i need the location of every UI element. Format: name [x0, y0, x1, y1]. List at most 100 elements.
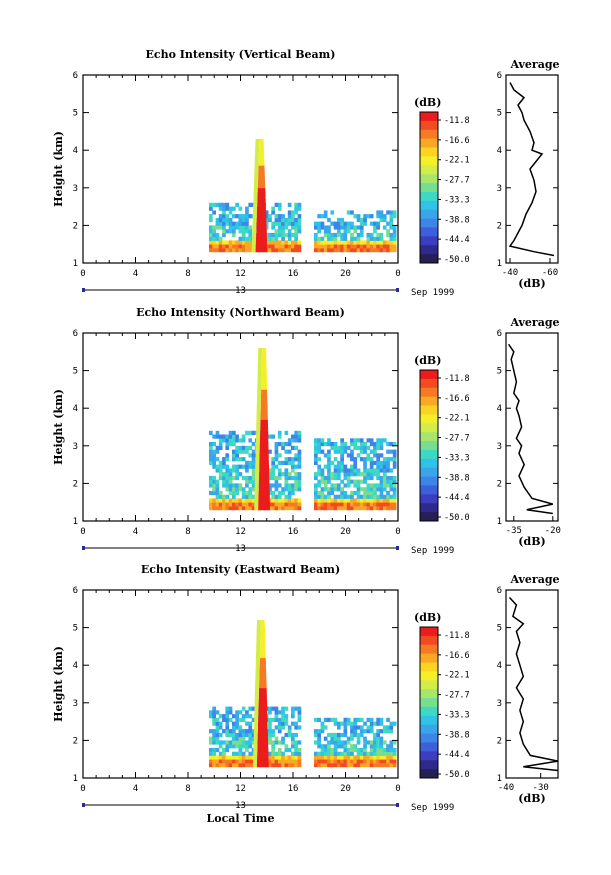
- heatmap-cell: [297, 487, 302, 492]
- heatmap-cell: [215, 232, 220, 238]
- spike-cell: [258, 479, 270, 484]
- heatmap-cell: [366, 487, 371, 492]
- heatmap-cell: [294, 232, 298, 238]
- heatmap-cell: [323, 475, 328, 481]
- average-profile-line: [508, 82, 555, 257]
- heatmap-cell: [379, 487, 384, 492]
- heatmap-cell: [268, 717, 272, 722]
- colorbar-segment: [420, 653, 438, 663]
- heatmap-cell: [297, 244, 302, 249]
- heatmap-cell: [238, 457, 243, 462]
- heatmap-cell: [235, 744, 239, 749]
- heatmap-cell: [363, 490, 367, 496]
- colorbar-segment: [420, 724, 438, 734]
- heatmap-cell: [297, 240, 302, 245]
- spike-edge-cell: [257, 366, 262, 371]
- heatmap-cell: [241, 434, 246, 439]
- heatmap-cell: [277, 434, 282, 439]
- heatmap-cell: [346, 494, 351, 499]
- heatmap-cell: [340, 232, 344, 238]
- heatmap-cell: [225, 217, 230, 223]
- heatmap-cell: [327, 472, 331, 477]
- heatmap-cell: [215, 217, 220, 223]
- heatmap-cell: [291, 502, 295, 507]
- heatmap-cell: [346, 475, 351, 481]
- heatmap-cell: [287, 729, 292, 734]
- spike-edge-cell: [255, 142, 260, 147]
- heatmap-cell: [291, 487, 295, 492]
- heatmap-cell: [251, 494, 256, 499]
- heatmap-cell: [340, 479, 344, 484]
- day-bar-end: [396, 546, 399, 550]
- heatmap-cell: [373, 240, 377, 245]
- heatmap-cell: [333, 747, 338, 753]
- heatmap-cell: [382, 475, 387, 481]
- spike-cell: [258, 154, 265, 159]
- spike-cell: [260, 419, 268, 424]
- heatmap-cell: [222, 464, 226, 469]
- heatmap-cell: [376, 445, 380, 450]
- spike-cell: [257, 195, 266, 200]
- colorbar-segment: [420, 112, 438, 122]
- spike-cell: [260, 427, 269, 432]
- average-x-label: (dB): [518, 535, 545, 548]
- heatmap-cell: [340, 759, 344, 764]
- average-y-tick-label: 4: [497, 404, 502, 414]
- heatmap-cell: [323, 717, 328, 722]
- heatmap-cell: [225, 472, 230, 477]
- heatmap-cell: [274, 506, 279, 511]
- average-x-tick-label: -30: [533, 783, 549, 793]
- heatmap-cell: [343, 490, 348, 496]
- heatmap-cell: [225, 759, 230, 764]
- heatmap-cell: [277, 229, 282, 234]
- heatmap-cell: [323, 483, 328, 488]
- spike-cell: [261, 366, 267, 371]
- heatmap-cell: [264, 217, 269, 223]
- heatmap-cell: [386, 457, 390, 462]
- heatmap-cell: [225, 714, 230, 719]
- average-frame: [505, 589, 559, 779]
- spike-cell: [258, 169, 265, 174]
- heatmap-cell: [274, 236, 279, 241]
- heatmap-cell: [248, 236, 253, 241]
- colorbar-segment: [420, 662, 438, 672]
- heatmap-cell: [314, 502, 318, 507]
- heatmap-cell: [232, 457, 236, 462]
- heatmap-cell: [382, 740, 387, 745]
- heatmap-cell: [379, 214, 384, 219]
- heatmap-cell: [327, 479, 331, 484]
- spike-cell: [257, 759, 269, 764]
- heatmap-cell: [212, 736, 216, 741]
- heatmap-cell: [225, 248, 230, 253]
- heatmap-cell: [382, 460, 387, 465]
- heatmap-cell: [238, 710, 243, 715]
- heatmap-cell: [379, 721, 384, 726]
- colorbar-label: -16.6: [444, 651, 470, 661]
- heatmap-cell: [225, 229, 230, 234]
- average-x-label: (dB): [518, 792, 545, 805]
- colorbar-segment: [420, 156, 438, 166]
- heatmap-cell: [317, 483, 321, 488]
- spike-edge-cell: [252, 229, 257, 234]
- heatmap-cell: [386, 725, 390, 730]
- heatmap-cell: [356, 502, 361, 507]
- heatmap-cell: [291, 221, 295, 226]
- heatmap-cell: [369, 244, 374, 249]
- heatmap-cell: [373, 732, 377, 738]
- spike-cell: [259, 150, 264, 155]
- heatmap-cell: [350, 449, 354, 454]
- heatmap-cell: [281, 710, 285, 715]
- heatmap-cell: [392, 453, 397, 458]
- heatmap-cell: [392, 755, 397, 760]
- heatmap-cell: [281, 736, 285, 741]
- heatmap-cell: [241, 248, 246, 253]
- heatmap-cell: [225, 502, 230, 507]
- spike-cell: [259, 676, 267, 681]
- spike-edge-cell: [257, 370, 262, 375]
- spike-cell: [260, 620, 265, 625]
- spike-cell: [261, 385, 267, 390]
- heatmap-cell: [238, 736, 243, 741]
- heatmap-cell: [389, 721, 394, 726]
- heatmap-cell: [314, 460, 318, 465]
- heatmap-cell: [320, 438, 325, 443]
